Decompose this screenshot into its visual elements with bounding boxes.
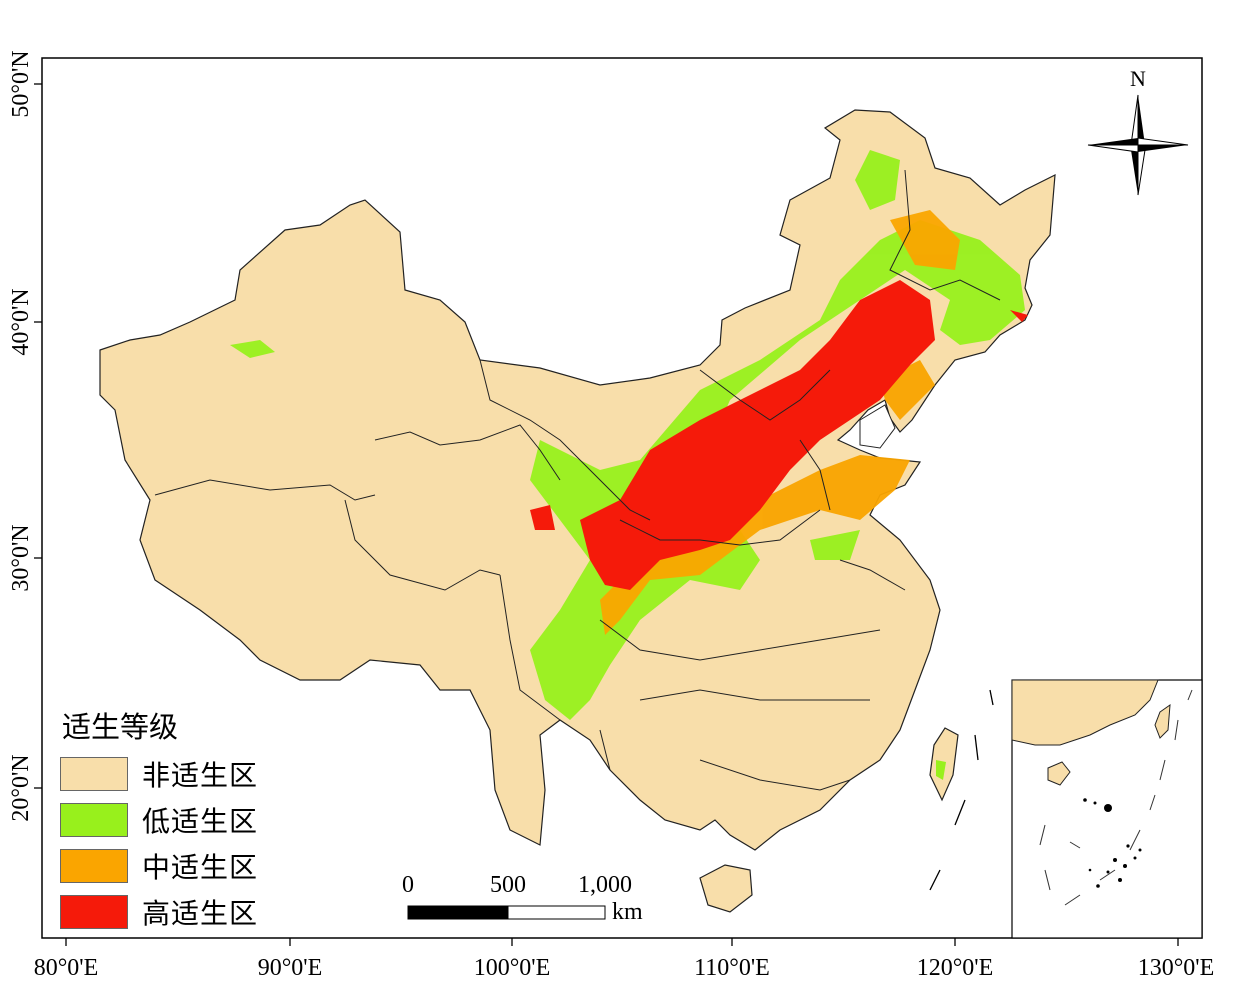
legend-label-unsuitable: 非适生区 <box>142 759 259 792</box>
legend-swatch-low <box>60 803 128 837</box>
scale-unit: km <box>612 899 643 925</box>
taiwan-green <box>936 760 946 780</box>
legend-label-low: 低适生区 <box>142 805 259 838</box>
legend-item-low: 低适生区 <box>60 802 258 838</box>
lat-tick-40: 40°0'N <box>8 288 34 355</box>
lon-tick-130: 130°0'E <box>1138 955 1215 981</box>
scale-label-1000: 1,000 <box>578 872 632 898</box>
hainan-island <box>699 864 753 913</box>
north-arrow: N <box>1087 66 1189 196</box>
legend-swatch-high <box>60 895 128 929</box>
lat-tick-20: 20°0'N <box>8 754 34 821</box>
lon-tick-90: 90°0'E <box>258 955 323 981</box>
legend-item-high: 高适生区 <box>60 894 258 930</box>
legend-title: 适生等级 <box>62 710 179 744</box>
south-china-sea-inset <box>1011 679 1203 939</box>
legend-swatch-unsuitable <box>60 757 128 791</box>
legend-swatch-medium <box>60 849 128 883</box>
lon-tick-80: 80°0'E <box>34 955 99 981</box>
legend-label-medium: 中适生区 <box>142 851 259 884</box>
province-boundaries <box>154 169 1001 791</box>
lat-tick-30: 30°0'N <box>8 524 34 591</box>
north-label: N <box>1130 66 1146 91</box>
scale-label-0: 0 <box>402 872 414 898</box>
legend-item-unsuitable: 非适生区 <box>60 756 258 792</box>
longitude-axis <box>65 938 1179 946</box>
scale-label-500: 500 <box>490 872 526 898</box>
lon-tick-110: 110°0'E <box>694 955 770 981</box>
scale-bar: 0 500 1,000 km <box>402 872 643 925</box>
legend-label-high: 高适生区 <box>142 897 259 930</box>
legend-item-medium: 中适生区 <box>60 848 258 884</box>
sea-boundary-dashes <box>929 689 994 891</box>
lon-tick-120: 120°0'E <box>917 955 994 981</box>
low-suitability-zones <box>230 150 1025 720</box>
high-suitability-zones <box>530 280 1028 590</box>
latitude-axis <box>34 83 42 789</box>
lon-tick-100: 100°0'E <box>474 955 551 981</box>
bohai-sea <box>859 404 896 449</box>
lat-tick-50: 50°0'N <box>8 50 34 117</box>
